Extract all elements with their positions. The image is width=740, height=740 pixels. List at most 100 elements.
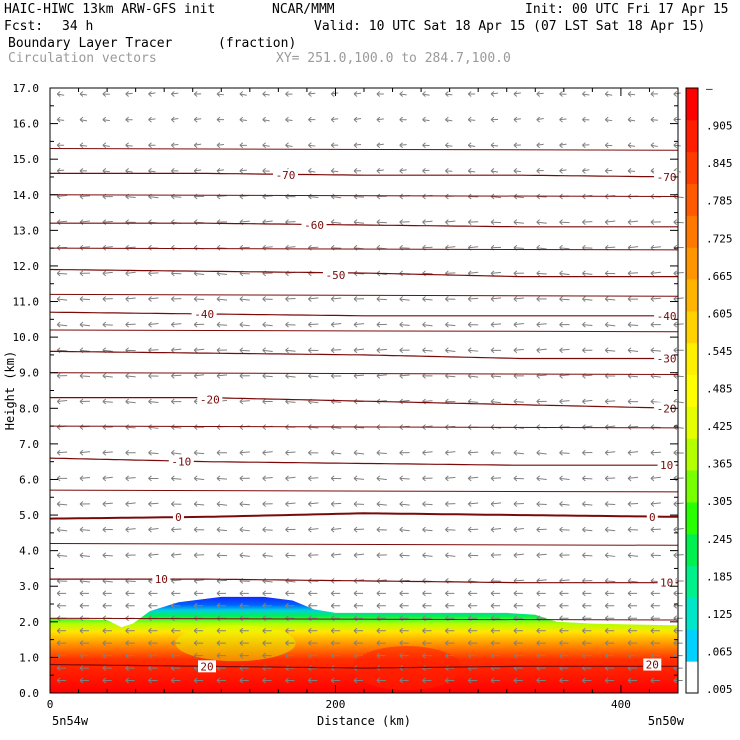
vector-arrow bbox=[79, 168, 87, 174]
colorbar-swatch bbox=[686, 310, 698, 344]
vector-arrow bbox=[239, 475, 250, 482]
vector-arrow bbox=[193, 640, 204, 647]
vector-arrow bbox=[102, 501, 113, 507]
vector-arrow bbox=[239, 373, 250, 379]
vector-arrow bbox=[308, 501, 319, 507]
y-tick-label: 11.0 bbox=[13, 296, 40, 309]
vector-arrow bbox=[467, 116, 476, 123]
vector-arrow bbox=[239, 347, 250, 354]
vector-arrow bbox=[513, 590, 523, 597]
vector-arrow bbox=[627, 91, 636, 97]
contour-line-minor bbox=[49, 194, 679, 198]
vector-arrow bbox=[467, 602, 478, 609]
colorbar-swatch bbox=[686, 183, 698, 216]
vector-arrow bbox=[285, 590, 295, 597]
vector-arrow bbox=[170, 347, 182, 354]
vector-arrow bbox=[125, 424, 136, 431]
vector-arrow bbox=[376, 347, 387, 354]
colorbar-swatch bbox=[686, 501, 698, 535]
vector-arrow bbox=[445, 652, 455, 659]
vector-arrow bbox=[673, 321, 684, 328]
vector-arrow bbox=[673, 501, 684, 507]
vector-arrow bbox=[216, 652, 226, 659]
vector-arrow bbox=[582, 398, 593, 405]
fcst-value: 34 h bbox=[62, 19, 94, 34]
vector-arrow bbox=[102, 270, 113, 277]
vector-arrow bbox=[148, 244, 159, 251]
vector-arrow bbox=[79, 219, 91, 226]
vector-arrow bbox=[399, 321, 410, 328]
vector-arrow bbox=[490, 652, 501, 659]
vector-arrow bbox=[193, 526, 205, 533]
vector-arrow bbox=[559, 219, 570, 226]
vector-arrow bbox=[330, 116, 339, 123]
contour-label: -30 bbox=[657, 352, 677, 365]
vector-arrow bbox=[330, 347, 342, 354]
vector-arrow bbox=[239, 168, 247, 174]
vector-arrow bbox=[262, 91, 270, 97]
vector-arrow bbox=[536, 627, 546, 634]
vector-arrow bbox=[650, 219, 661, 226]
vector-arrow bbox=[399, 91, 407, 97]
contour-line bbox=[49, 663, 678, 669]
contour-label-bg bbox=[172, 510, 184, 523]
vector-label: Circulation vectors bbox=[8, 51, 157, 66]
vector-arrow bbox=[102, 91, 110, 97]
vector-arrow bbox=[216, 91, 225, 97]
vector-arrow bbox=[582, 296, 593, 302]
vector-arrow bbox=[170, 91, 179, 97]
vector-arrow bbox=[422, 296, 433, 302]
vector-arrow bbox=[239, 590, 249, 597]
vector-arrow bbox=[513, 270, 524, 277]
contour-label-bg bbox=[654, 309, 680, 322]
vector-arrow bbox=[422, 475, 433, 482]
vector-arrow bbox=[262, 244, 273, 251]
colorbar-label: .545 bbox=[706, 345, 733, 358]
vector-arrow bbox=[79, 501, 90, 507]
vector-arrow bbox=[285, 475, 296, 482]
vector-arrow bbox=[216, 373, 228, 379]
vector-arrow bbox=[582, 449, 593, 456]
vector-arrow bbox=[490, 219, 502, 226]
vector-arrow bbox=[513, 347, 524, 354]
vector-arrow bbox=[582, 270, 593, 277]
vector-arrow bbox=[650, 424, 661, 431]
contour-label-bg bbox=[322, 268, 348, 281]
vector-arrow bbox=[170, 602, 181, 609]
vector-arrow bbox=[125, 602, 135, 609]
colorbar-swatch bbox=[686, 374, 698, 407]
vector-arrow bbox=[125, 321, 136, 328]
vector-arrow bbox=[445, 602, 455, 609]
vector-arrow bbox=[193, 373, 205, 379]
vector-arrow bbox=[56, 424, 68, 431]
vector-arrow bbox=[582, 602, 592, 609]
vector-arrow bbox=[125, 296, 136, 302]
vector-arrow bbox=[102, 296, 113, 302]
vector-arrow bbox=[216, 602, 226, 609]
vector-arrow bbox=[445, 501, 456, 507]
vector-arrow bbox=[353, 219, 365, 226]
vector-arrow bbox=[239, 602, 249, 609]
vector-arrow bbox=[536, 296, 547, 302]
vector-arrow bbox=[285, 640, 295, 647]
vector-arrow bbox=[376, 652, 386, 659]
contour-label: 0 bbox=[175, 511, 182, 524]
vector-arrow bbox=[170, 219, 182, 226]
vector-arrow bbox=[170, 590, 181, 597]
contour-line bbox=[50, 397, 679, 409]
vector-arrow bbox=[673, 347, 684, 354]
vector-arrow bbox=[467, 552, 479, 559]
vector-arrow bbox=[513, 627, 523, 634]
vector-arrow bbox=[79, 526, 91, 533]
vector-arrow bbox=[582, 321, 593, 328]
vector-arrow bbox=[170, 116, 179, 123]
vector-arrow bbox=[627, 398, 639, 405]
vector-arrow bbox=[376, 602, 386, 609]
vector-arrow bbox=[559, 627, 569, 634]
vector-arrow bbox=[170, 321, 182, 328]
tracer-highlight bbox=[175, 625, 296, 662]
vector-arrow bbox=[422, 142, 430, 149]
vector-arrow bbox=[582, 677, 592, 684]
vector-arrow bbox=[285, 116, 293, 123]
vector-arrow bbox=[376, 449, 387, 456]
